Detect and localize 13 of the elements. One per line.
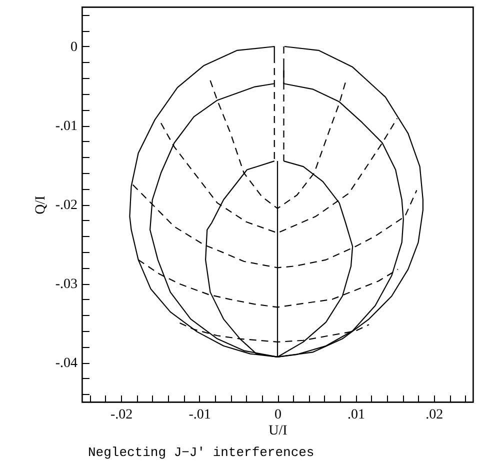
x-axis-title: U/I bbox=[268, 424, 288, 438]
y-axis-title: Q/I bbox=[33, 195, 48, 214]
x-tick-label: -.01 bbox=[188, 408, 211, 422]
y-tick-label: -.01 bbox=[55, 119, 78, 134]
text: Neglecting J−J' interferences bbox=[88, 445, 314, 460]
y-tick-label: -.04 bbox=[55, 356, 78, 371]
x-tick-label: -.02 bbox=[110, 408, 133, 422]
y-tick-label: -.02 bbox=[55, 198, 78, 213]
x-tick-label: .02 bbox=[426, 408, 444, 422]
y-tick-label: 0 bbox=[70, 40, 78, 55]
x-tick-label: 0 bbox=[274, 408, 282, 422]
x-tick-label: .01 bbox=[347, 408, 365, 422]
y-tick-label: -.03 bbox=[55, 277, 78, 292]
